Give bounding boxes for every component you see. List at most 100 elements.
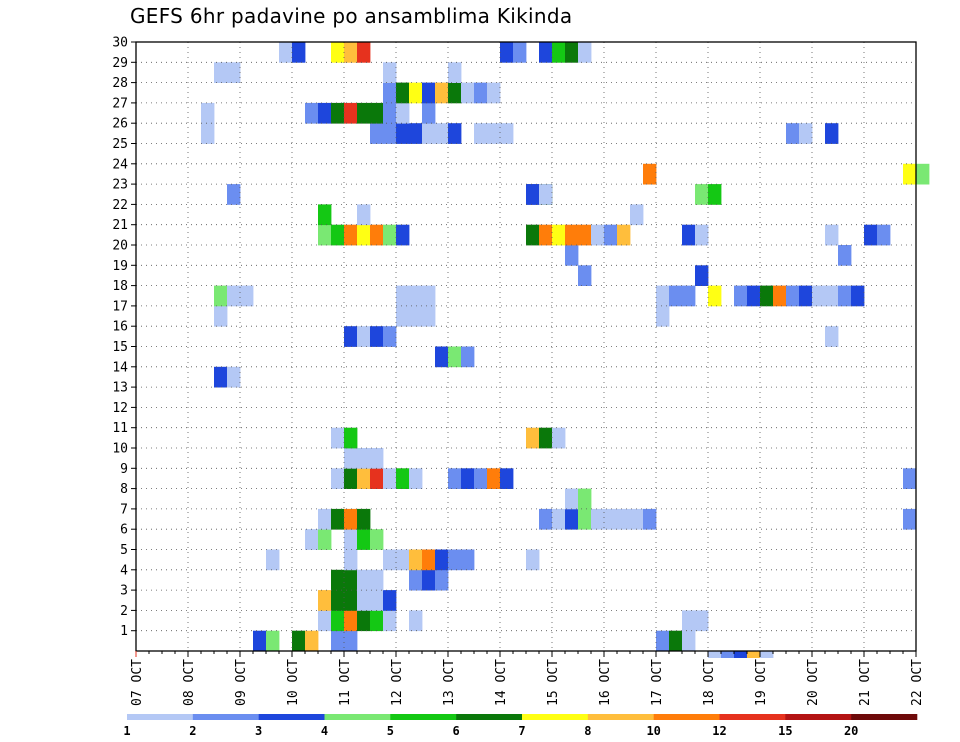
precip-cell xyxy=(643,508,657,530)
precip-cell xyxy=(591,508,605,530)
precip-cell xyxy=(344,224,358,246)
y-tick-label: 7 xyxy=(120,502,128,517)
precip-cell xyxy=(344,630,358,652)
precip-cell xyxy=(539,224,553,246)
precip-cell xyxy=(344,102,358,124)
precip-cell xyxy=(266,630,280,652)
precip-cell xyxy=(357,224,371,246)
legend-label: 5 xyxy=(387,724,394,738)
precip-cell xyxy=(344,529,358,550)
precip-cell xyxy=(357,326,371,347)
precip-cell xyxy=(383,326,397,347)
precip-cell-below-axis xyxy=(734,651,748,658)
precip-cell xyxy=(487,123,501,144)
precip-cell xyxy=(669,285,683,307)
precip-cell xyxy=(812,285,826,307)
precip-cell xyxy=(370,224,384,246)
precip-cell xyxy=(448,123,462,144)
y-tick-label: 3 xyxy=(120,584,128,599)
y-tick-label: 4 xyxy=(120,563,128,578)
precip-cell xyxy=(344,42,358,63)
precip-cell xyxy=(370,102,384,124)
precip-cell xyxy=(318,204,332,226)
precip-cell xyxy=(695,184,709,205)
y-tick-label: 11 xyxy=(112,421,128,436)
legend-swatch xyxy=(456,714,523,720)
precip-cell xyxy=(669,630,683,652)
precip-cell xyxy=(357,448,371,469)
precip-cell xyxy=(630,204,644,226)
precip-cell xyxy=(383,590,397,611)
precip-cell xyxy=(656,305,670,327)
precip-cell xyxy=(409,569,423,591)
precip-cell xyxy=(448,346,462,368)
precip-cell xyxy=(552,42,566,63)
precip-cell xyxy=(357,610,371,632)
precip-cell xyxy=(422,569,436,591)
x-tick-label: 22 OCT xyxy=(910,659,925,706)
precip-cell xyxy=(305,529,319,550)
precip-cell xyxy=(201,102,215,124)
precip-cell xyxy=(474,123,488,144)
x-tick-label: 21 OCT xyxy=(858,659,873,706)
precip-cell xyxy=(370,468,384,489)
precip-cell xyxy=(500,123,514,144)
precip-cell xyxy=(383,224,397,246)
precip-cell xyxy=(266,549,280,571)
x-tick-label: 19 OCT xyxy=(754,659,769,706)
precip-cell xyxy=(448,549,462,571)
precip-cell xyxy=(344,549,358,571)
precip-cell xyxy=(695,224,709,246)
precip-cell xyxy=(214,285,228,307)
y-tick-label: 25 xyxy=(112,137,128,152)
precip-cell xyxy=(357,508,371,530)
legend-label: 3 xyxy=(255,724,262,738)
precip-cell xyxy=(526,549,540,571)
precip-cell xyxy=(383,468,397,489)
precip-cell xyxy=(578,265,592,286)
precip-cell xyxy=(630,508,644,530)
precip-cell xyxy=(539,42,553,63)
precip-cell xyxy=(370,123,384,144)
precip-cell xyxy=(825,326,839,347)
precip-cell xyxy=(695,265,709,286)
precip-cell xyxy=(474,82,488,104)
precip-cell xyxy=(708,184,722,205)
precip-cell xyxy=(357,42,371,63)
x-tick-label: 09 OCT xyxy=(234,659,249,706)
precip-cell xyxy=(331,610,345,632)
precip-cell xyxy=(786,123,800,144)
y-tick-label: 18 xyxy=(112,279,128,294)
precip-cell xyxy=(396,549,410,571)
chart-title: GEFS 6hr padavine po ansamblima Kikinda xyxy=(130,4,573,28)
y-tick-label: 20 xyxy=(112,239,128,254)
y-tick-label: 6 xyxy=(120,523,128,538)
precip-cell xyxy=(552,508,566,530)
precip-cell xyxy=(292,630,306,652)
x-tick-label: 10 OCT xyxy=(286,659,301,706)
precip-cell xyxy=(552,427,566,449)
y-tick-label: 17 xyxy=(112,299,128,314)
precip-cell xyxy=(825,285,839,307)
precip-cell xyxy=(383,123,397,144)
precip-cell xyxy=(370,590,384,611)
precip-cell xyxy=(487,468,501,489)
precip-cell xyxy=(760,285,774,307)
precip-cell xyxy=(331,590,345,611)
x-tick-label: 14 OCT xyxy=(494,659,509,706)
y-tick-label: 15 xyxy=(112,340,128,355)
legend-label: 8 xyxy=(584,724,591,738)
precip-cell xyxy=(409,468,423,489)
y-tick-label: 14 xyxy=(112,360,128,375)
precip-cell xyxy=(903,163,917,185)
y-tick-label: 5 xyxy=(120,543,128,558)
precip-cell xyxy=(513,42,527,63)
y-tick-label: 30 xyxy=(112,36,128,51)
precip-cell xyxy=(539,508,553,530)
precip-cell-below-axis xyxy=(760,651,774,658)
legend-label: 12 xyxy=(712,724,726,738)
y-tick-label: 28 xyxy=(112,76,128,91)
precip-cell xyxy=(695,610,709,632)
precip-cell xyxy=(565,508,579,530)
precip-cell xyxy=(422,82,436,104)
